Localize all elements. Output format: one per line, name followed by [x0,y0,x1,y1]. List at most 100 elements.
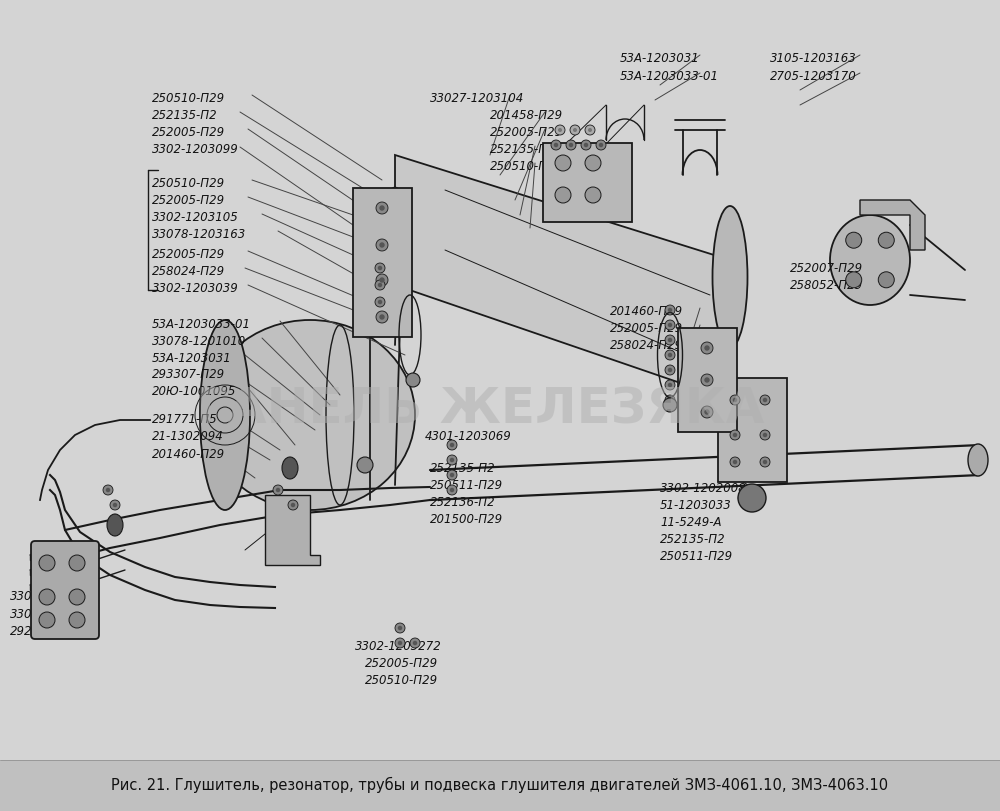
Circle shape [288,500,298,510]
Text: 201460-П29: 201460-П29 [610,305,683,318]
Circle shape [554,143,558,148]
Circle shape [665,305,675,315]
Circle shape [581,140,591,150]
Text: 53А-1203031: 53А-1203031 [152,352,232,365]
Text: 21-1302094: 21-1302094 [152,430,224,443]
Text: 3302-1202008: 3302-1202008 [660,482,747,495]
Circle shape [733,460,737,464]
Circle shape [760,457,770,467]
Text: 291771-П5: 291771-П5 [152,413,218,426]
Text: 252005-П29: 252005-П29 [152,126,225,139]
Text: 2705-1203170: 2705-1203170 [770,70,857,83]
Circle shape [406,373,420,387]
Text: 258052-П29: 258052-П29 [790,279,863,292]
Circle shape [569,143,573,148]
Text: 3302-1203039: 3302-1203039 [152,282,239,295]
FancyBboxPatch shape [678,328,737,432]
Ellipse shape [381,187,409,317]
Circle shape [760,395,770,405]
Text: 3302-1203240: 3302-1203240 [10,590,97,603]
Ellipse shape [968,444,988,476]
Circle shape [585,155,601,171]
Text: 201460-П29: 201460-П29 [152,448,225,461]
Circle shape [378,300,382,304]
Circle shape [599,143,603,148]
Text: 20Ю-1001095: 20Ю-1001095 [152,385,236,398]
Text: 292765-П: 292765-П [10,625,68,638]
Circle shape [379,315,385,320]
Text: 3302-1203099: 3302-1203099 [152,143,239,156]
Circle shape [398,641,402,646]
Circle shape [704,377,710,383]
Circle shape [273,485,283,495]
FancyBboxPatch shape [718,378,787,482]
Circle shape [668,323,672,328]
Text: 252005-П29: 252005-П29 [152,194,225,207]
Text: 250510-П29: 250510-П29 [365,674,438,687]
Circle shape [375,263,385,273]
Text: 201500-П29: 201500-П29 [430,513,503,526]
Circle shape [39,555,55,571]
Circle shape [663,398,677,412]
Circle shape [447,455,457,465]
Circle shape [39,612,55,628]
Circle shape [668,337,672,342]
Circle shape [738,484,766,512]
Text: 250511-П29: 250511-П29 [660,550,733,563]
Circle shape [357,457,373,473]
Circle shape [39,589,55,605]
Text: 3105-1203163: 3105-1203163 [770,52,857,65]
Circle shape [573,128,577,132]
Text: 252136-П2: 252136-П2 [430,496,496,509]
Text: 252005-П29: 252005-П29 [152,248,225,261]
Circle shape [447,470,457,480]
Circle shape [69,555,85,571]
Text: 258024-П29: 258024-П29 [610,339,683,352]
Polygon shape [265,495,320,565]
Circle shape [730,395,740,405]
Circle shape [665,395,675,405]
Circle shape [447,440,457,450]
Text: 250510-П29: 250510-П29 [152,92,225,105]
Circle shape [585,125,595,135]
Text: 293307-П29: 293307-П29 [152,368,225,381]
Circle shape [375,280,385,290]
Circle shape [69,589,85,605]
Circle shape [665,320,675,330]
Circle shape [398,626,402,630]
Circle shape [447,485,457,495]
Circle shape [846,232,862,248]
Circle shape [701,342,713,354]
Text: 33078-1201010: 33078-1201010 [152,335,246,348]
Text: 250510-П29: 250510-П29 [152,177,225,190]
Circle shape [763,460,767,464]
Ellipse shape [107,514,123,536]
Circle shape [113,503,117,507]
Circle shape [376,274,388,286]
Ellipse shape [282,457,298,479]
Circle shape [665,350,675,360]
Circle shape [846,272,862,288]
Ellipse shape [200,320,250,510]
Circle shape [378,283,382,287]
Circle shape [375,297,385,307]
Text: 258024-П29: 258024-П29 [152,265,225,278]
Circle shape [555,187,571,203]
Circle shape [276,487,280,492]
Text: Рис. 21. Глушитель, резонатор, трубы и подвеска глушителя двигателей ЗМЗ-4061.10: Рис. 21. Глушитель, резонатор, трубы и п… [111,777,889,793]
Circle shape [668,397,672,402]
Text: 53А-1203031: 53А-1203031 [620,52,700,65]
Circle shape [665,335,675,345]
Circle shape [376,311,388,323]
Circle shape [378,266,382,270]
Circle shape [701,374,713,386]
Circle shape [668,367,672,372]
Ellipse shape [712,206,748,348]
Circle shape [704,410,710,414]
Text: 51-1203033: 51-1203033 [660,499,732,512]
Circle shape [110,500,120,510]
Text: 33078-1203163: 33078-1203163 [152,228,246,241]
Text: 252135-П2: 252135-П2 [430,462,496,475]
Circle shape [103,485,113,495]
FancyBboxPatch shape [353,188,412,337]
